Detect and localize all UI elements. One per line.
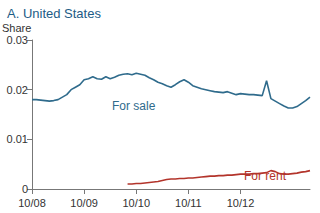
svg-text:10/10: 10/10 [122,197,150,209]
svg-text:A. United States: A. United States [7,6,101,21]
svg-text:0: 0 [22,183,28,195]
svg-text:10/09: 10/09 [70,197,98,209]
svg-text:0.02: 0.02 [7,84,28,96]
svg-text:Share: Share [2,22,31,34]
svg-text:10/11: 10/11 [175,197,202,209]
svg-text:10/12: 10/12 [227,197,255,209]
svg-text:For sale: For sale [112,99,156,113]
svg-text:0.01: 0.01 [7,133,28,145]
svg-text:0.03: 0.03 [7,34,28,46]
svg-text:For rent: For rent [244,169,287,183]
svg-text:10/08: 10/08 [18,197,46,209]
